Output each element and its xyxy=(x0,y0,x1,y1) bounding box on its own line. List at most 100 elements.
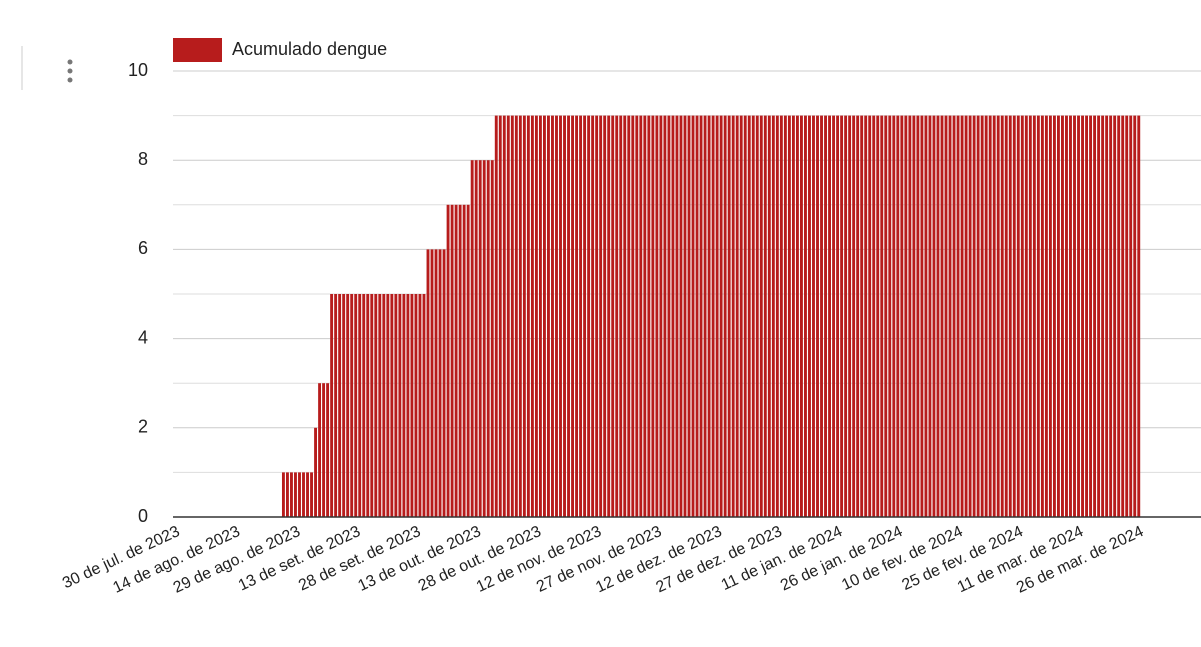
bar xyxy=(474,160,478,517)
bar xyxy=(482,160,486,517)
bar xyxy=(563,115,566,517)
bar xyxy=(968,115,972,517)
bar xyxy=(366,294,370,517)
bar xyxy=(414,294,418,517)
bar xyxy=(398,294,402,517)
bar xyxy=(691,115,695,517)
bar xyxy=(322,383,326,517)
bar xyxy=(848,115,852,517)
bar xyxy=(667,115,671,517)
menu-icon[interactable] xyxy=(67,59,73,83)
bar xyxy=(836,115,840,517)
bar xyxy=(603,115,607,517)
bar xyxy=(1121,115,1125,517)
bar xyxy=(490,160,494,517)
bar xyxy=(820,115,823,517)
bar xyxy=(679,115,683,517)
bar xyxy=(334,294,338,517)
bar xyxy=(771,115,775,517)
y-tick-label: 10 xyxy=(128,60,148,80)
bar xyxy=(1036,115,1040,517)
bar xyxy=(735,115,739,517)
bar xyxy=(350,294,354,517)
bar xyxy=(876,115,880,517)
bar xyxy=(904,115,908,517)
bar xyxy=(1101,115,1105,517)
bar xyxy=(494,115,498,517)
bar xyxy=(699,115,703,517)
bar xyxy=(643,115,647,517)
bar xyxy=(828,115,832,517)
bar xyxy=(615,115,619,517)
bar xyxy=(1040,115,1044,517)
bar xyxy=(832,115,836,517)
bar xyxy=(285,472,289,517)
bar xyxy=(948,115,952,517)
bar xyxy=(1093,115,1097,517)
bar xyxy=(743,115,747,517)
bar xyxy=(635,115,639,517)
bar xyxy=(884,115,888,517)
bar xyxy=(864,115,868,517)
bar xyxy=(799,115,803,517)
bar xyxy=(330,294,334,517)
bar xyxy=(763,115,767,517)
bar xyxy=(298,472,301,517)
bar xyxy=(812,115,815,517)
bar xyxy=(723,115,727,517)
bar xyxy=(1089,115,1093,517)
bar xyxy=(860,115,864,517)
legend-swatch xyxy=(173,38,222,62)
bar xyxy=(719,115,723,517)
bar xyxy=(791,115,795,517)
bar xyxy=(470,160,474,517)
bar xyxy=(587,115,591,517)
bar xyxy=(795,115,799,517)
legend-label: Acumulado dengue xyxy=(232,39,387,59)
bar xyxy=(920,115,924,517)
bar xyxy=(518,115,522,517)
bar xyxy=(502,115,506,517)
bar xyxy=(751,115,755,517)
bar xyxy=(844,115,848,517)
bar xyxy=(956,115,960,517)
bar xyxy=(434,249,438,517)
bar xyxy=(591,115,595,517)
y-tick-label: 2 xyxy=(138,417,148,437)
bar xyxy=(559,115,562,517)
bar xyxy=(900,115,904,517)
bar xyxy=(739,115,743,517)
bar xyxy=(892,115,896,517)
bar xyxy=(647,115,651,517)
bar xyxy=(639,115,643,517)
bar xyxy=(944,115,948,517)
bar xyxy=(808,115,811,517)
bar xyxy=(988,115,992,517)
bar xyxy=(342,294,346,517)
bar xyxy=(1069,115,1072,517)
bar xyxy=(1052,115,1056,517)
bar xyxy=(1028,115,1032,517)
bar xyxy=(1044,115,1048,517)
bar xyxy=(326,383,330,517)
bar xyxy=(852,115,856,517)
bar xyxy=(551,115,554,517)
bar xyxy=(783,115,787,517)
bar xyxy=(346,294,350,517)
bar xyxy=(406,294,410,517)
y-tick-label: 0 xyxy=(138,506,148,526)
bar xyxy=(767,115,771,517)
bar xyxy=(912,115,916,517)
bar xyxy=(510,115,514,517)
bar xyxy=(888,115,892,517)
bar xyxy=(1085,115,1089,517)
bar xyxy=(1065,115,1068,517)
bar xyxy=(711,115,715,517)
bar xyxy=(314,427,318,517)
bar xyxy=(1024,115,1028,517)
bar xyxy=(663,115,667,517)
bar xyxy=(924,115,928,517)
bar xyxy=(840,115,844,517)
bar xyxy=(972,115,976,517)
bar xyxy=(567,115,570,517)
